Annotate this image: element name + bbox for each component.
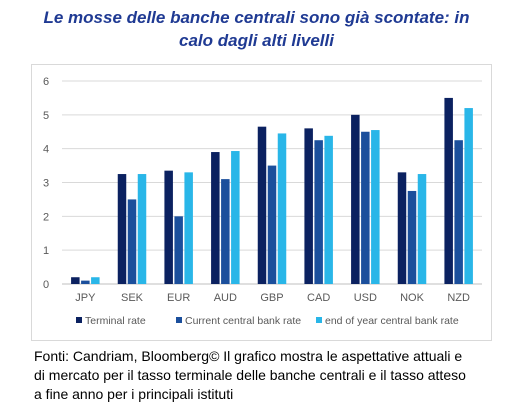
bar [174, 216, 183, 284]
bar [231, 151, 240, 284]
y-tick-label: 4 [43, 144, 49, 156]
source-caption: Fonti: Candriam, Bloomberg© Il grafico m… [34, 347, 504, 404]
bar [351, 114, 360, 284]
bar [267, 165, 277, 284]
y-tick-label: 6 [43, 76, 49, 88]
bar-chart: 0 1 2 3 4 5 6 JPY SEK EUR AUD GBP CAD USD NOK NZD Termin… [43, 76, 482, 327]
x-tick-label: USD [354, 292, 377, 304]
bar [304, 128, 313, 284]
bar [117, 174, 127, 284]
y-tick-label: 2 [43, 211, 49, 223]
y-tick-label: 5 [43, 110, 49, 122]
x-tick-label: NOK [400, 292, 425, 304]
y-tick-label: 3 [43, 178, 49, 190]
bar [184, 172, 193, 284]
legend-swatch [316, 317, 322, 323]
legend-label: Terminal rate [85, 315, 146, 327]
bar [71, 277, 80, 284]
x-tick-label: AUD [214, 292, 237, 304]
chart-area: 0 1 2 3 4 5 6 JPY SEK EUR AUD GBP CAD USD NOK NZD Termin… [31, 64, 492, 341]
legend-swatch [176, 317, 182, 323]
bar [277, 133, 287, 284]
x-tick-label: CAD [307, 292, 330, 304]
bar [397, 172, 407, 284]
legend-swatch [76, 317, 82, 323]
bar [371, 130, 380, 284]
bar [324, 135, 333, 284]
bar [91, 277, 100, 284]
bar [417, 174, 427, 284]
bar [361, 131, 370, 284]
bar [221, 179, 230, 284]
bar [444, 97, 453, 284]
bar [127, 199, 137, 284]
legend-label: end of year central bank rate [325, 315, 459, 327]
bar [81, 280, 90, 284]
bar [137, 174, 147, 284]
title-line-2: calo dagli alti livelli [179, 31, 334, 50]
x-tick-label: GBP [260, 292, 283, 304]
bar [407, 190, 417, 284]
x-tick-label: JPY [75, 292, 96, 304]
caption-line-1: Fonti: Candriam, Bloomberg© Il grafico m… [34, 348, 463, 364]
caption-line-3: a fine anno per i principali istituti [34, 386, 234, 402]
bar [464, 108, 473, 284]
page-title: Le mosse delle banche centrali sono già … [0, 6, 513, 52]
legend-label: Current central bank rate [185, 315, 301, 327]
title-line-1: Le mosse delle banche centrali sono già … [43, 8, 470, 27]
x-tick-label: NZD [447, 292, 470, 304]
x-tick-label: EUR [167, 292, 190, 304]
x-tick-label: SEK [121, 292, 144, 304]
y-tick-label: 0 [43, 279, 49, 291]
caption-line-2: di mercato per il tasso terminale delle … [34, 367, 466, 383]
y-tick-label: 1 [43, 245, 49, 257]
bar [211, 152, 220, 284]
bar [454, 140, 463, 284]
bar [314, 140, 323, 284]
bar [257, 126, 267, 284]
bar [164, 170, 173, 284]
